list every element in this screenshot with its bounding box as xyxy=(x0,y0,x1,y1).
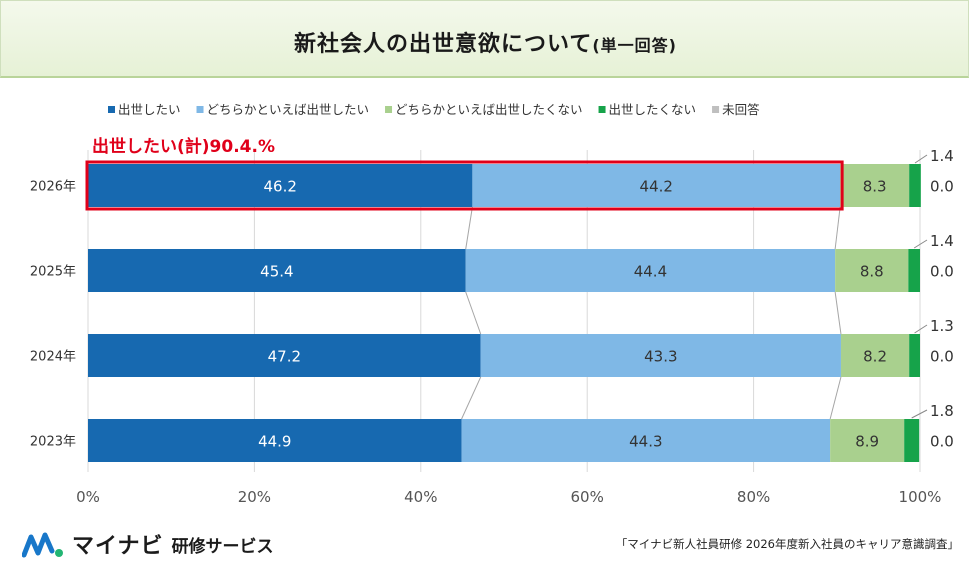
x-tick-label: 40% xyxy=(404,488,437,506)
data-label: 0.0 xyxy=(930,263,954,281)
bar-segment xyxy=(461,419,831,462)
legend-label: どちらかといえば出世したい xyxy=(207,102,370,117)
data-label: 8.3 xyxy=(863,178,887,196)
legend-swatch xyxy=(108,106,115,113)
bar-segment xyxy=(909,334,920,377)
category-label: 2024年 xyxy=(30,350,76,365)
data-label: 46.2 xyxy=(263,178,296,196)
chart-title: 新社会人の出世意欲について(単一回答) xyxy=(0,26,971,58)
data-label: 8.8 xyxy=(860,263,884,281)
connector-line xyxy=(834,291,842,335)
data-label: 44.2 xyxy=(640,178,673,196)
legend-swatch xyxy=(598,106,606,113)
data-label: 8.9 xyxy=(855,433,879,451)
data-label: 1.8 xyxy=(930,402,954,420)
connector-line xyxy=(465,291,482,335)
legend-swatch xyxy=(196,106,204,113)
connector-line xyxy=(829,376,842,420)
bar-segment xyxy=(88,164,473,207)
bar-segment xyxy=(88,249,466,292)
x-tick-label: 60% xyxy=(571,488,604,506)
data-label: 44.4 xyxy=(634,263,667,281)
highlight-label: 出世したい(計)90.4.% xyxy=(92,136,275,157)
data-label: 45.4 xyxy=(260,263,293,281)
legend-swatch xyxy=(712,106,720,113)
brand-service: 研修サービス xyxy=(171,536,274,557)
bar-segment xyxy=(88,334,481,377)
connector-line xyxy=(465,206,473,250)
highlight-box xyxy=(85,160,844,211)
title-main: 新社会人の出世意欲について xyxy=(294,32,593,57)
bar-segment xyxy=(480,334,841,377)
bar-segment xyxy=(830,419,905,462)
legend-label: 出世したくない xyxy=(609,102,697,117)
connector-line xyxy=(834,206,841,250)
data-label: 1.3 xyxy=(930,317,954,335)
brand-name: マイナビ xyxy=(72,534,164,559)
leader-line xyxy=(914,324,928,334)
leader-line xyxy=(911,409,928,419)
x-tick-label: 80% xyxy=(737,488,770,506)
data-label: 1.4 xyxy=(930,147,954,165)
x-tick-label: 100% xyxy=(899,488,942,506)
data-label: 0.0 xyxy=(930,178,954,196)
leader-line xyxy=(914,154,928,164)
category-label: 2026年 xyxy=(30,180,76,195)
bar-segment xyxy=(904,419,920,462)
bar-segment xyxy=(840,164,910,207)
data-label: 44.9 xyxy=(258,433,291,451)
data-label: 43.3 xyxy=(644,348,677,366)
legend-label: どちらかといえば出世したくない xyxy=(395,102,583,117)
leader-line xyxy=(913,239,928,249)
bar-segment xyxy=(835,249,909,292)
category-label: 2025年 xyxy=(30,265,76,280)
data-label: 0.0 xyxy=(930,433,954,451)
bar-segment xyxy=(908,249,920,292)
connector-line xyxy=(461,376,482,420)
legend-swatch xyxy=(385,106,393,113)
data-label: 0.0 xyxy=(930,348,954,366)
title-banner xyxy=(0,0,969,78)
title-sub: (単一回答) xyxy=(592,36,677,55)
bar-segment xyxy=(909,164,921,207)
data-label: 47.2 xyxy=(268,348,301,366)
bar-segment xyxy=(472,164,841,207)
x-tick-label: 20% xyxy=(238,488,271,506)
data-label: 8.2 xyxy=(863,348,887,366)
data-label: 1.4 xyxy=(930,232,954,250)
bar-segment xyxy=(88,419,462,462)
bar-segment xyxy=(840,334,910,377)
data-label: 44.3 xyxy=(629,433,662,451)
brand-logo: マイナビ 研修サービス xyxy=(22,528,274,560)
bar-segment xyxy=(465,249,836,292)
category-label: 2023年 xyxy=(30,435,76,450)
legend-label: 未回答 xyxy=(722,102,760,117)
source-note: 「マイナビ新人社員研修 2026年度新入社員のキャリア意識調査」 xyxy=(615,537,959,551)
x-tick-label: 0% xyxy=(76,488,100,506)
mynavi-logo-icon xyxy=(22,532,63,558)
legend-label: 出世したい xyxy=(118,102,181,117)
